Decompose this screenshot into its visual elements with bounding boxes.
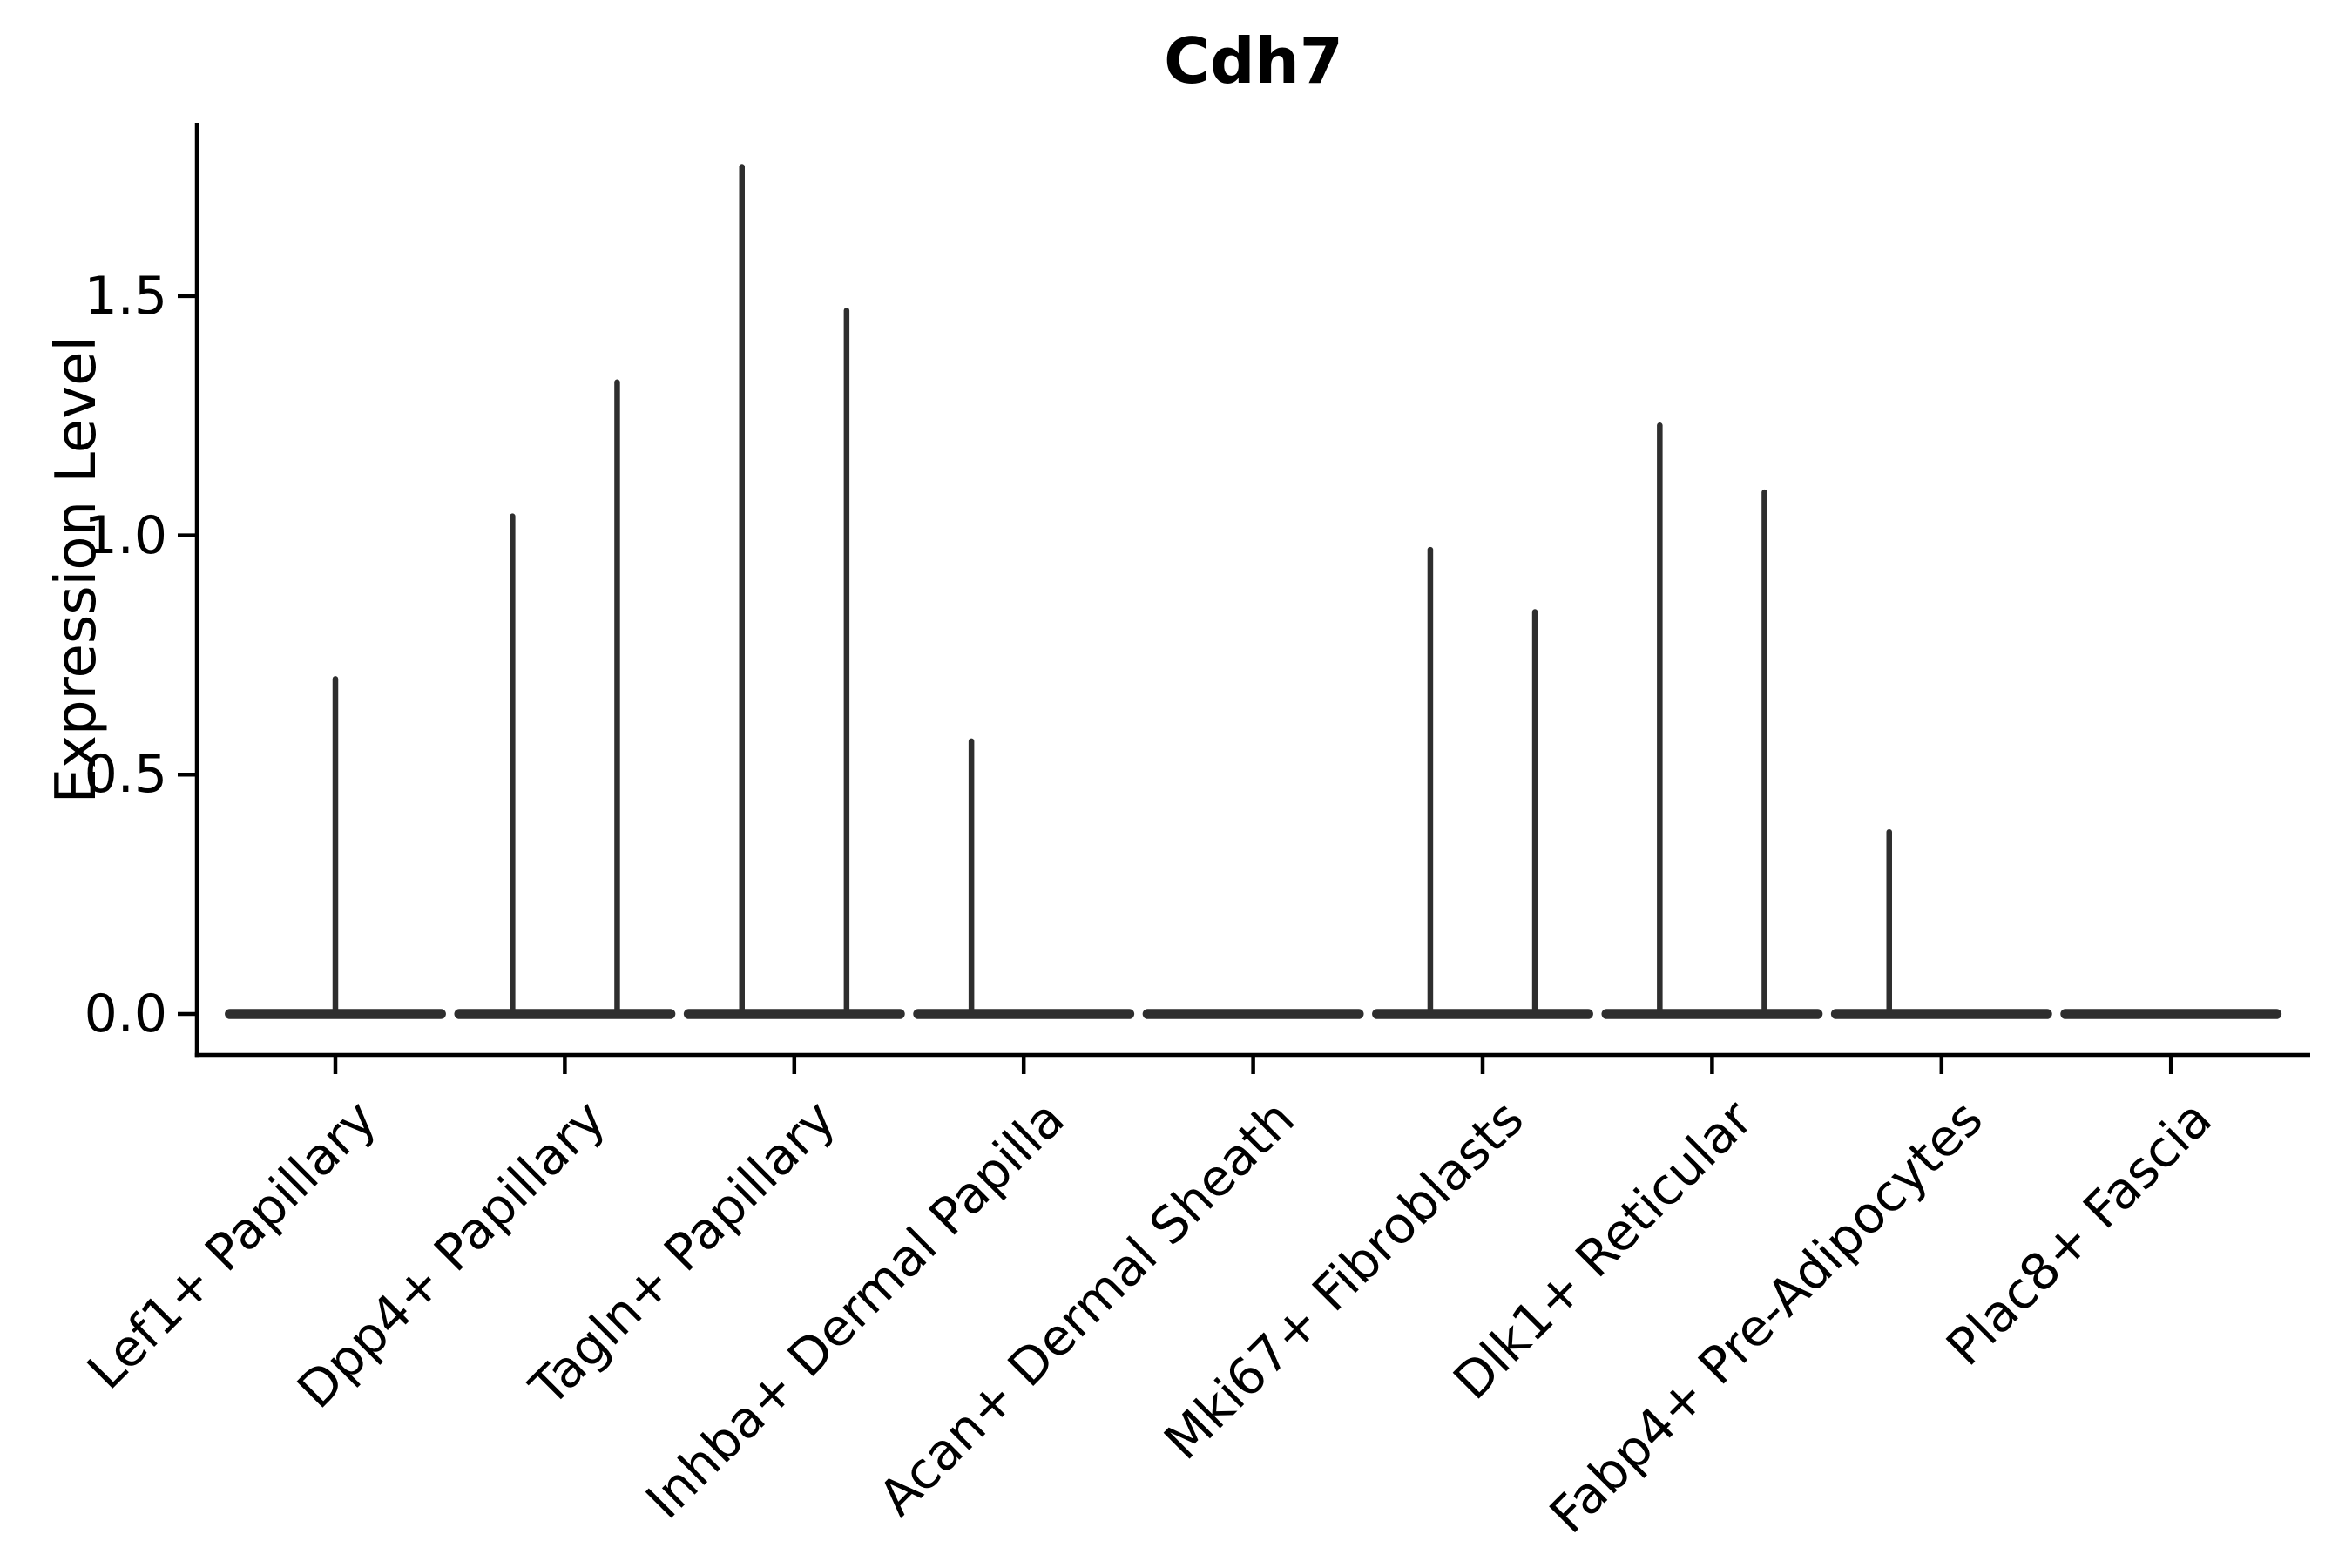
y-tick-label: 1.5	[84, 265, 167, 327]
y-tick-label: 0.0	[84, 983, 167, 1044]
y-tick-label: 0.5	[84, 744, 167, 806]
y-tick-label: 1.0	[84, 504, 167, 566]
plot-title: Cdh7	[1164, 24, 1343, 98]
